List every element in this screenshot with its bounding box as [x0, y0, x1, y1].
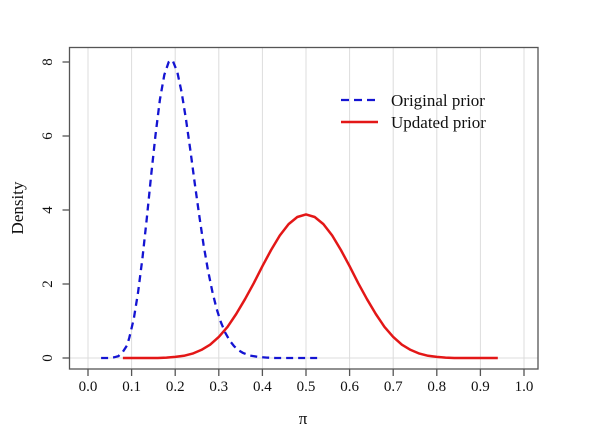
x-axis-title: π [299, 409, 308, 428]
legend-label-original-prior: Original prior [391, 91, 485, 110]
y-tick-label: 4 [40, 206, 56, 214]
y-tick-label: 2 [40, 280, 56, 288]
axis-layer: 0.0 0.1 0.2 0.3 0.4 0.5 0.6 0.7 0.8 0.9 1.0 0 2 4 6 8 [40, 58, 533, 395]
x-tick-label: 1.0 [515, 379, 534, 395]
x-tick-label: 0.4 [253, 379, 272, 395]
y-tick-label: 6 [40, 132, 56, 140]
x-tick-label: 0.0 [79, 379, 98, 395]
y-tick-label: 0 [40, 354, 56, 362]
x-tick-label: 0.9 [471, 379, 490, 395]
x-tick-label: 0.8 [427, 379, 446, 395]
x-tick-label: 0.1 [122, 379, 141, 395]
x-tick-label: 0.2 [166, 379, 185, 395]
x-tick-label: 0.7 [384, 379, 403, 395]
y-tick-label: 8 [40, 58, 56, 66]
y-axis-title: Density [8, 181, 27, 234]
original-prior-curve [101, 58, 320, 360]
legend-label-updated-prior: Updated prior [391, 113, 486, 132]
x-tick-label: 0.3 [209, 379, 228, 395]
updated-prior-curve [122, 213, 498, 360]
plot-frame [68, 46, 539, 370]
legend: Original prior Updated prior [341, 91, 486, 132]
x-tick-label: 0.6 [340, 379, 359, 395]
x-tick-label: 0.5 [297, 379, 316, 395]
